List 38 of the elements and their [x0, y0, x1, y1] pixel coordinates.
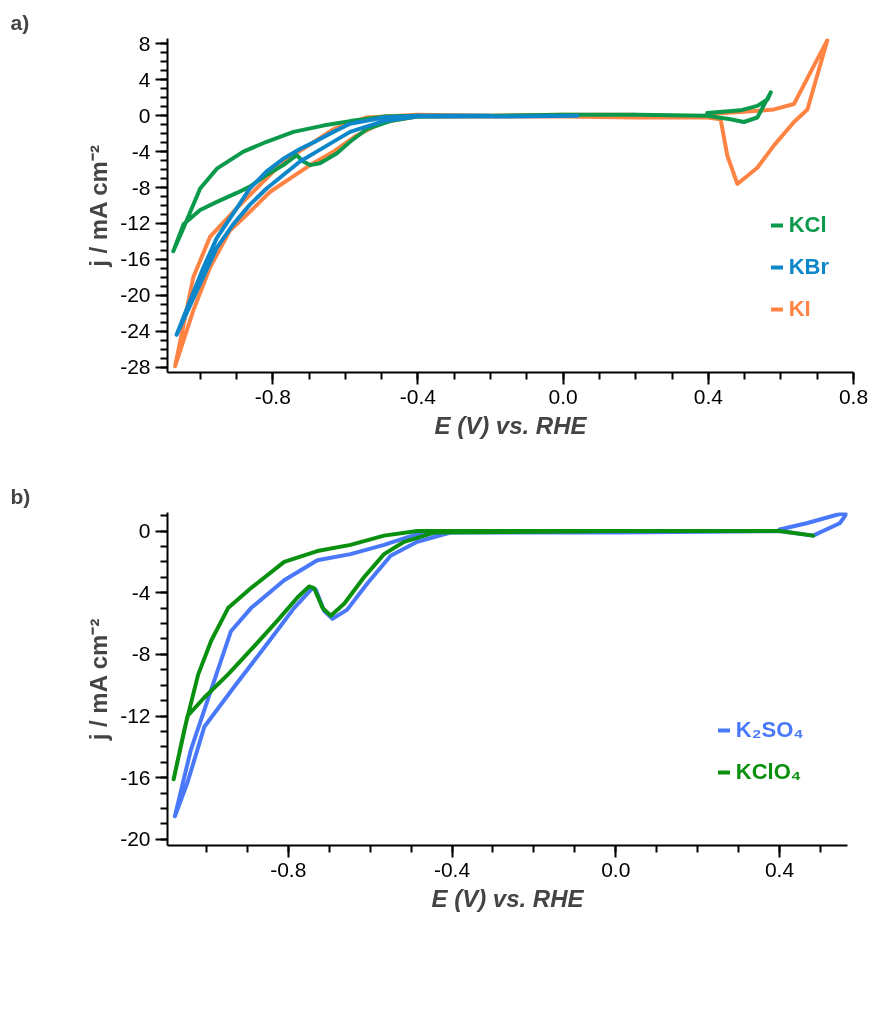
x-tick-label: 0.4: [764, 857, 795, 881]
y-tick-label: -20: [120, 283, 151, 307]
y-tick-label: -8: [131, 175, 151, 199]
x-tick-label: -0.8: [254, 384, 291, 408]
legend-label: KBr: [788, 254, 830, 281]
y-tick-label: -16: [120, 765, 151, 789]
x-tick-label: 0.4: [693, 384, 724, 408]
x-tick-label: -0.4: [399, 384, 437, 408]
x-axis-title: E (V) vs. RHE: [431, 884, 585, 912]
x-tick-label: 0.0: [601, 857, 631, 881]
y-tick-label: -4: [131, 580, 151, 604]
y-tick-label: 0: [138, 519, 151, 542]
y-tick-label: -12: [120, 211, 151, 235]
y-tick-label: 4: [138, 67, 151, 91]
y-tick-label: 8: [138, 31, 151, 55]
y-tick-label: -12: [120, 704, 151, 727]
y-axis-title: j / mA cm⁻²: [85, 618, 113, 742]
x-axis-title: E (V) vs. RHE: [434, 411, 588, 439]
chart-title: a): [10, 10, 30, 34]
y-axis-title: j / mA cm⁻²: [85, 145, 113, 268]
y-tick-label: -8: [131, 642, 151, 666]
x-tick-label: 0.0: [548, 384, 578, 408]
x-tick-label: -0.4: [433, 857, 471, 881]
y-tick-label: -16: [120, 247, 151, 271]
legend-label: KI: [788, 296, 811, 323]
line-series: [174, 113, 580, 337]
x-tick-label: 0.8: [838, 384, 869, 408]
legend-label: KClO₄: [735, 759, 802, 786]
y-tick-label: -20: [120, 827, 151, 851]
legend-label: K₂SO₄: [735, 717, 804, 744]
y-tick-label: -28: [120, 355, 151, 379]
chart-title: b): [10, 484, 31, 508]
y-tick-label: 0: [138, 103, 151, 127]
line-series: [171, 529, 816, 782]
y-tick-label: -24: [120, 319, 151, 343]
x-tick-label: -0.8: [270, 857, 307, 881]
y-tick-label: -4: [131, 139, 151, 163]
legend-label: KCl: [788, 212, 827, 239]
